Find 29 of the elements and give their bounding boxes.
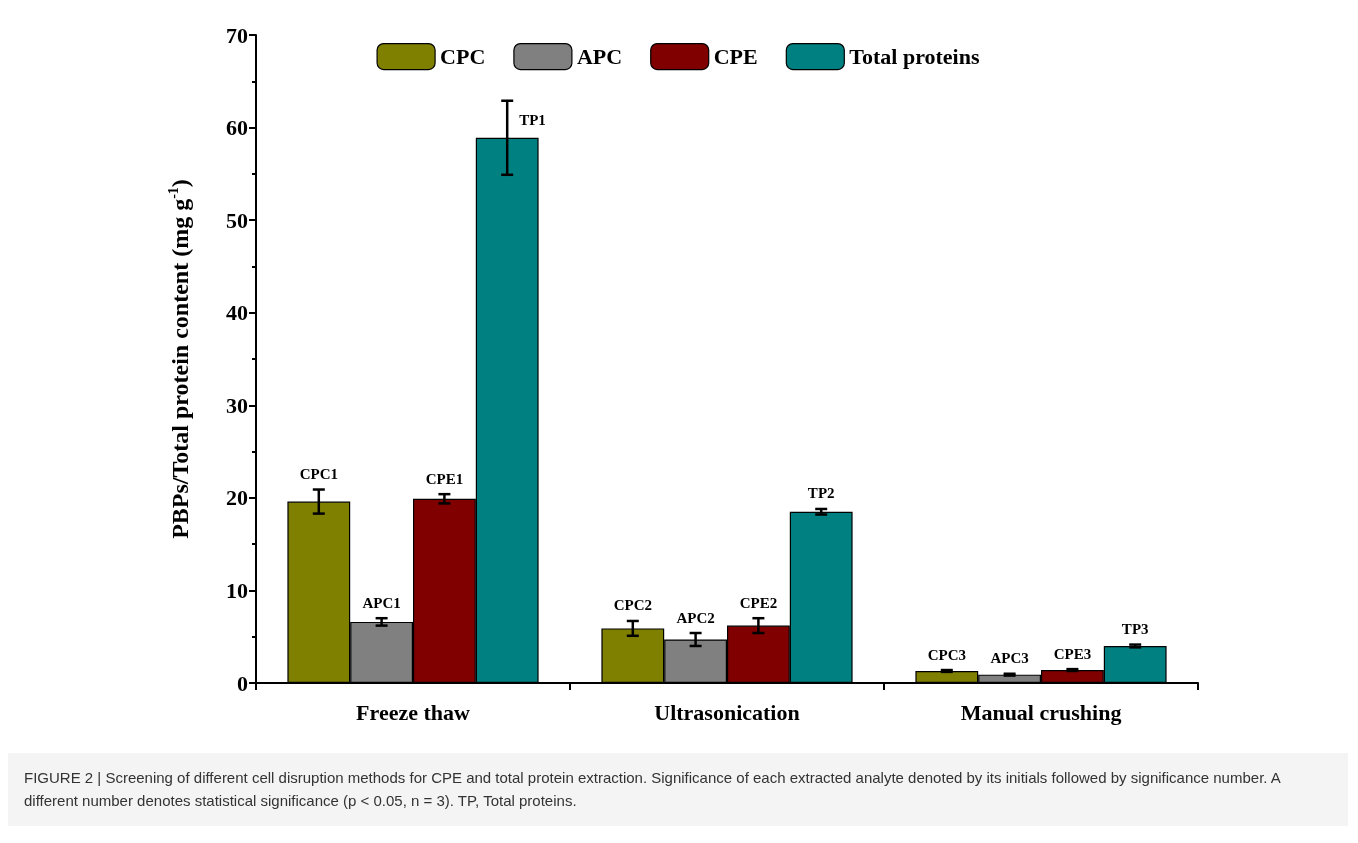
data-label: CPC3 [927, 646, 966, 663]
x-tick-label: Ultrasonication [654, 699, 800, 725]
data-label: TP3 [1121, 621, 1149, 638]
legend-label: CPC [440, 44, 486, 70]
y-tick-label: 10 [226, 577, 248, 603]
y-tick-label: 60 [226, 115, 248, 141]
caption: FIGURE 2 | Screening of different cell disruption methods for CPE and total protein extraction. Significance of each extracted analyte denoted by its initials followed by significance number. A different number denotes statistical significance (p < 0.05, n = 3). TP, Total proteins. [8, 753, 1348, 826]
data-label: TP1 [519, 112, 546, 129]
y-tick-label: 30 [226, 392, 248, 418]
x-tick-label: Manual crushing [960, 699, 1122, 725]
y-tick-label: 70 [226, 22, 248, 48]
x-tick-label: Freeze thaw [356, 699, 471, 725]
legend-label: APC [576, 44, 623, 70]
legend-label: Total proteins [849, 44, 980, 70]
y-tick-label: 50 [226, 207, 248, 233]
y-tick-label: 40 [226, 300, 248, 326]
data-label: CPC2 [613, 597, 652, 614]
data-label: CPC1 [299, 466, 338, 483]
legend-label: CPE [713, 44, 758, 70]
data-label: CPE3 [1053, 645, 1092, 662]
data-label: CPE2 [739, 594, 778, 611]
data-label: CPE1 [425, 470, 464, 487]
data-label: APC3 [990, 650, 1029, 667]
y-tick-label: 20 [226, 485, 248, 511]
data-label: APC2 [676, 609, 715, 626]
data-label: TP2 [807, 485, 835, 502]
data-label: APC1 [362, 594, 401, 611]
y-tick-label: 0 [237, 670, 248, 696]
y-axis-title: PBPs/Total protein content (mg g-1) [165, 179, 193, 539]
